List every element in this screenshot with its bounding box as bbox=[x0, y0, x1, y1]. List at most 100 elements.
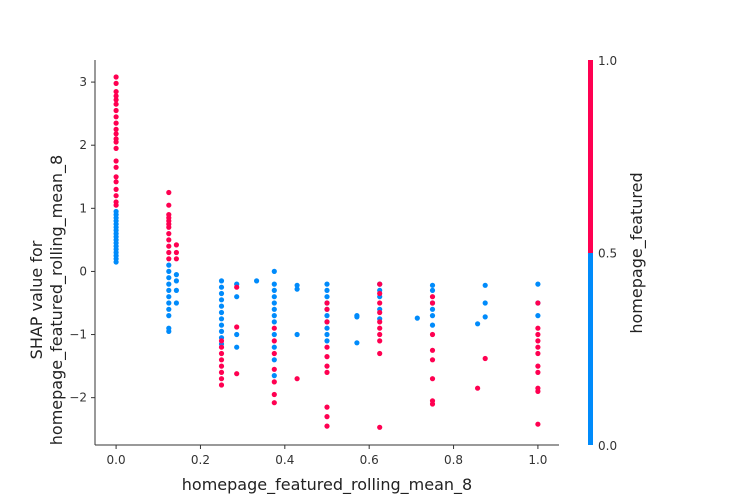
data-point bbox=[429, 306, 436, 312]
data-point bbox=[218, 322, 225, 328]
data-point bbox=[294, 331, 300, 338]
data-point bbox=[218, 278, 225, 284]
data-point bbox=[324, 319, 330, 325]
colorbar-high-segment bbox=[588, 60, 593, 253]
y-tick-label: 1 bbox=[79, 201, 87, 215]
y-tick-label: 2 bbox=[79, 138, 87, 152]
data-point bbox=[535, 388, 541, 394]
data-point bbox=[429, 282, 436, 288]
y-tick-label: −2 bbox=[69, 391, 87, 405]
data-point bbox=[535, 369, 541, 375]
data-point bbox=[113, 164, 119, 170]
data-point bbox=[482, 314, 488, 320]
data-point bbox=[113, 126, 119, 132]
data-point bbox=[234, 284, 240, 290]
data-point bbox=[429, 376, 436, 382]
data-point bbox=[535, 300, 541, 306]
data-point bbox=[429, 300, 436, 306]
data-point bbox=[173, 287, 179, 293]
data-point bbox=[271, 294, 277, 300]
data-point bbox=[324, 300, 330, 306]
colorbar-tick-label: 0.0 bbox=[598, 439, 617, 453]
data-point bbox=[113, 208, 119, 215]
data-point bbox=[271, 331, 277, 338]
data-point bbox=[113, 80, 119, 86]
data-point bbox=[535, 350, 541, 357]
colorbar-tick-label: 0.5 bbox=[598, 247, 617, 261]
data-point bbox=[218, 328, 225, 334]
data-point bbox=[166, 262, 172, 268]
data-point bbox=[166, 287, 172, 293]
data-point bbox=[377, 338, 383, 344]
scatter-points bbox=[113, 74, 541, 430]
data-point bbox=[166, 300, 172, 306]
data-point bbox=[535, 313, 541, 319]
y-tick-label: −1 bbox=[69, 328, 87, 342]
data-point bbox=[234, 294, 240, 300]
data-point bbox=[218, 303, 225, 309]
data-point bbox=[166, 281, 172, 287]
data-point bbox=[294, 286, 300, 292]
data-point bbox=[218, 369, 225, 375]
x-tick-label: 0.4 bbox=[275, 453, 294, 467]
data-point bbox=[113, 97, 119, 103]
x-tick-label: 0.0 bbox=[107, 453, 126, 467]
data-point bbox=[271, 300, 277, 306]
data-point bbox=[271, 287, 277, 293]
data-point bbox=[218, 316, 225, 322]
data-point bbox=[429, 357, 436, 363]
data-point bbox=[234, 371, 240, 377]
data-point bbox=[535, 363, 541, 369]
data-point bbox=[324, 414, 330, 420]
data-point bbox=[354, 340, 360, 346]
data-point bbox=[166, 243, 172, 249]
data-point bbox=[234, 344, 240, 350]
data-point bbox=[535, 331, 541, 338]
data-point bbox=[377, 331, 383, 338]
data-point bbox=[218, 284, 225, 290]
data-point bbox=[166, 237, 172, 243]
data-point bbox=[271, 350, 277, 357]
data-point bbox=[113, 101, 119, 107]
data-point bbox=[113, 174, 119, 180]
data-point bbox=[218, 309, 225, 316]
x-tick-label: 1.0 bbox=[528, 453, 547, 467]
data-point bbox=[324, 313, 330, 319]
y-axis-label: SHAP value for homepage_featured_rolling… bbox=[27, 155, 67, 445]
data-point bbox=[475, 321, 481, 327]
data-point bbox=[166, 202, 172, 208]
colorbar: 0.0 0.5 1.0 homepage_featured bbox=[588, 54, 647, 453]
data-point bbox=[113, 93, 119, 99]
data-point bbox=[173, 242, 179, 248]
data-point bbox=[324, 331, 330, 338]
colorbar-low-segment bbox=[588, 253, 593, 445]
data-point bbox=[324, 363, 330, 369]
data-point bbox=[173, 272, 179, 278]
data-point bbox=[218, 363, 225, 369]
y-tick-label: 0 bbox=[79, 264, 87, 278]
data-point bbox=[218, 382, 225, 388]
data-point bbox=[377, 300, 383, 306]
data-point bbox=[271, 379, 277, 385]
data-point bbox=[113, 107, 119, 114]
data-point bbox=[377, 424, 383, 430]
data-point bbox=[429, 347, 436, 353]
data-point bbox=[324, 294, 330, 300]
data-point bbox=[113, 202, 119, 208]
data-point bbox=[173, 249, 179, 256]
data-point bbox=[218, 357, 225, 363]
data-point bbox=[429, 287, 436, 293]
data-point bbox=[173, 256, 179, 262]
colorbar-label: homepage_featured bbox=[627, 172, 647, 333]
data-point bbox=[218, 290, 225, 297]
data-point bbox=[166, 306, 172, 312]
data-point bbox=[535, 325, 541, 331]
data-point bbox=[173, 300, 179, 306]
data-point bbox=[271, 400, 277, 406]
data-point bbox=[113, 74, 119, 80]
data-point bbox=[234, 331, 240, 338]
data-point bbox=[166, 256, 172, 262]
data-point bbox=[324, 344, 330, 350]
x-tick-label: 0.8 bbox=[444, 453, 463, 467]
data-point bbox=[271, 338, 277, 344]
